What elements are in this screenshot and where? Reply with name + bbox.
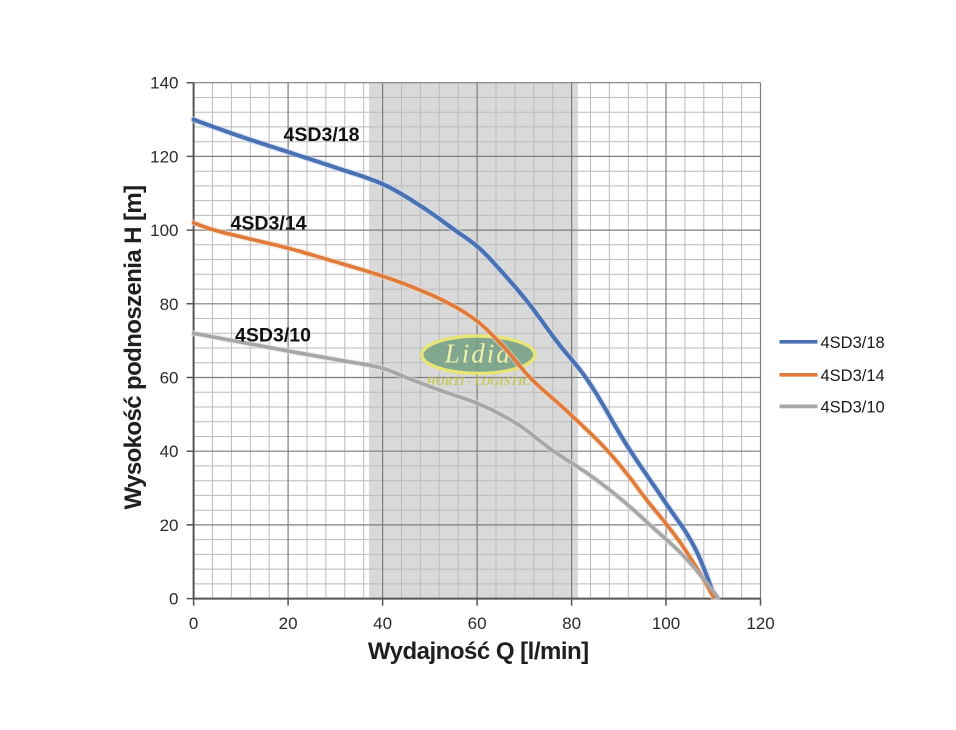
- svg-text:4SD3/10: 4SD3/10: [821, 398, 885, 416]
- svg-text:0: 0: [189, 614, 198, 633]
- svg-text:120: 120: [150, 147, 178, 166]
- svg-text:4SD3/18: 4SD3/18: [821, 334, 885, 352]
- svg-text:60: 60: [160, 369, 179, 388]
- svg-text:100: 100: [150, 221, 178, 240]
- svg-text:100: 100: [652, 614, 680, 633]
- svg-text:4SD3/14: 4SD3/14: [231, 213, 307, 235]
- svg-text:20: 20: [160, 516, 179, 535]
- svg-text:40: 40: [373, 614, 392, 633]
- svg-text:4SD3/10: 4SD3/10: [235, 325, 311, 347]
- svg-text:4SD3/18: 4SD3/18: [284, 124, 360, 146]
- svg-text:80: 80: [562, 614, 581, 633]
- svg-text:HORTI - LOGISTIC: HORTI - LOGISTIC: [425, 374, 531, 388]
- svg-text:4SD3/14: 4SD3/14: [821, 367, 885, 385]
- svg-text:140: 140: [150, 74, 178, 93]
- svg-text:Wysokość podnoszenia H [m]: Wysokość podnoszenia H [m]: [120, 185, 147, 509]
- svg-text:40: 40: [160, 442, 179, 461]
- svg-text:60: 60: [468, 614, 487, 633]
- svg-text:120: 120: [746, 614, 774, 633]
- svg-text:Wydajność Q [l/min]: Wydajność Q [l/min]: [368, 638, 589, 665]
- svg-text:80: 80: [160, 295, 179, 314]
- svg-text:20: 20: [279, 614, 298, 633]
- svg-text:0: 0: [169, 590, 178, 609]
